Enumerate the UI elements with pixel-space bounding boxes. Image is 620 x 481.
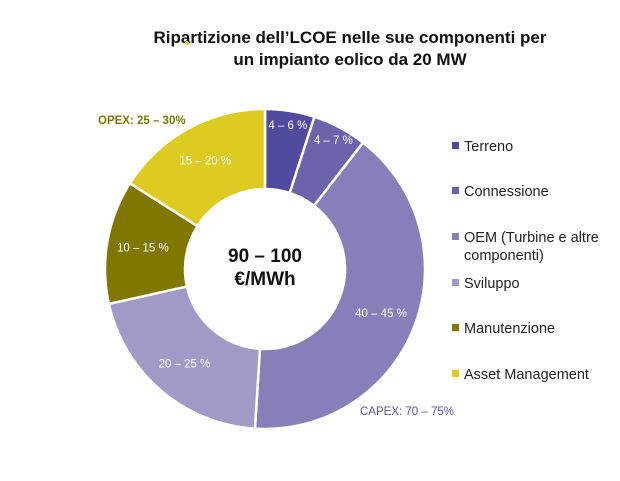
opex-group-label: OPEX: 25 – 30%	[98, 115, 186, 127]
legend-swatch	[452, 142, 459, 149]
slice-label: 10 – 15 %	[117, 243, 169, 255]
legend-swatch	[452, 324, 459, 331]
legend-label: Asset Management	[464, 367, 589, 383]
opex-text: OPEX: 25 – 30%	[98, 115, 186, 127]
legend-item-asset-management: Asset Management	[452, 366, 589, 384]
legend-item-sviluppo: Sviluppo	[452, 275, 520, 293]
capex-group-label: CAPEX: 70 – 75%	[360, 406, 454, 418]
slice-label: 20 – 25 %	[159, 358, 211, 370]
legend-label: Terreno	[464, 139, 514, 155]
legend-label: Sviluppo	[464, 276, 520, 292]
slice-label: 4 – 6 %	[268, 120, 307, 132]
slice-asset	[128, 107, 267, 228]
legend-item-connessione: Connessione	[452, 183, 549, 201]
legend-item-oem: OEM (Turbine e altre componenti)	[452, 229, 599, 265]
legend-label: Manutenzione	[464, 321, 556, 337]
legend-item-terreno: Terreno	[452, 138, 513, 156]
legend-label: Connessione	[464, 184, 549, 200]
title-line-2: un impianto eolico da 20 MW	[233, 50, 467, 69]
slice-label: 15 – 20 %	[179, 155, 231, 167]
center-unit: €/MWh	[234, 269, 295, 290]
center-value: 90 – 100	[228, 246, 302, 267]
slice-oem	[253, 140, 427, 431]
title-line-1: Ripartizione dell’LCOE nelle sue compone…	[153, 28, 547, 47]
slice-sviluppo	[107, 284, 262, 431]
title-dot-mark	[185, 41, 189, 45]
slice-label: 4 – 7 %	[314, 135, 353, 147]
legend-label: OEM (Turbine e altre	[464, 230, 599, 246]
legend-label-cont: componenti)	[464, 248, 544, 264]
legend-swatch	[452, 187, 459, 194]
legend-swatch	[452, 233, 459, 240]
chart-title: Ripartizione dell’LCOE nelle sue compone…	[120, 27, 580, 71]
slice-label: 40 – 45 %	[355, 308, 407, 320]
legend-swatch	[452, 370, 459, 377]
capex-text: CAPEX: 70 – 75%	[360, 406, 454, 418]
legend-item-manutenzione: Manutenzione	[452, 320, 555, 338]
legend-swatch	[452, 279, 459, 286]
